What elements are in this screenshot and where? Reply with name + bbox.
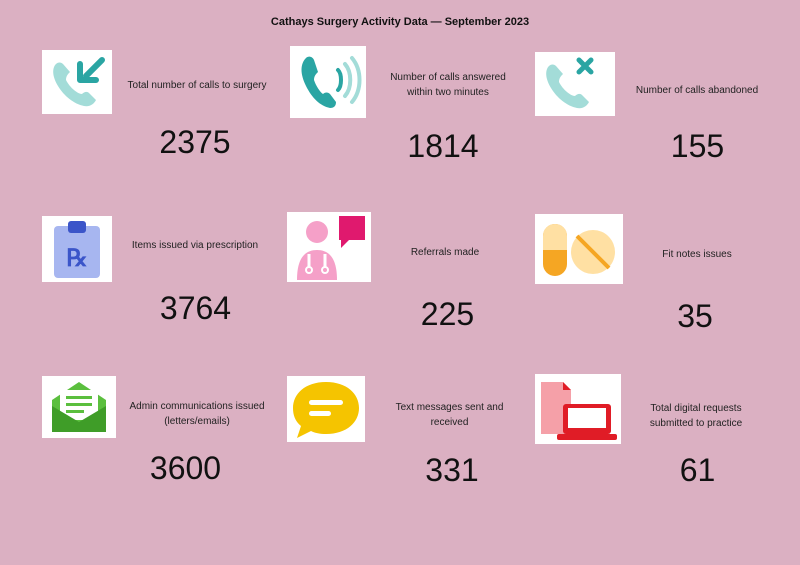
stat-value: 225 [420,296,475,332]
pills-icon [535,214,623,284]
stat-label: Total number of calls to surgery [127,80,267,91]
stat-label: Referrals made [410,247,480,258]
stat-value: 3764 [159,290,232,326]
phone-ringing-icon [290,46,366,118]
phone-missed-icon [535,52,615,116]
stat-value: 1814 [407,128,479,164]
stat-label: Items issued via prescription [131,240,259,251]
doctor-speech-icon [287,212,371,282]
stat-label: Fit notes issues [662,249,732,260]
prescription-clipboard-icon: ℞ [42,216,112,282]
stat-label: Text messages sent and received [395,402,504,428]
stat-label: Number of calls abandoned [635,85,759,96]
stat-value: 155 [670,128,725,164]
svg-text:℞: ℞ [66,245,88,272]
stat-value: 2375 [159,124,231,160]
stat-value: 331 [425,452,479,488]
chat-bubble-icon [287,376,365,442]
phone-incoming-icon [42,50,112,114]
stat-value: 3600 [149,450,222,486]
stat-value: 35 [677,298,713,334]
stat-label: Admin communications issued (letters/ema… [129,401,265,427]
page-title: Cathays Surgery Activity Data — Septembe… [270,16,530,28]
digital-devices-icon [535,374,621,444]
stat-label: Total digital requests submitted to prac… [649,403,743,429]
stat-value: 61 [679,452,716,488]
stat-label: Number of calls answered within two minu… [390,72,506,98]
envelope-letter-icon [42,376,116,438]
